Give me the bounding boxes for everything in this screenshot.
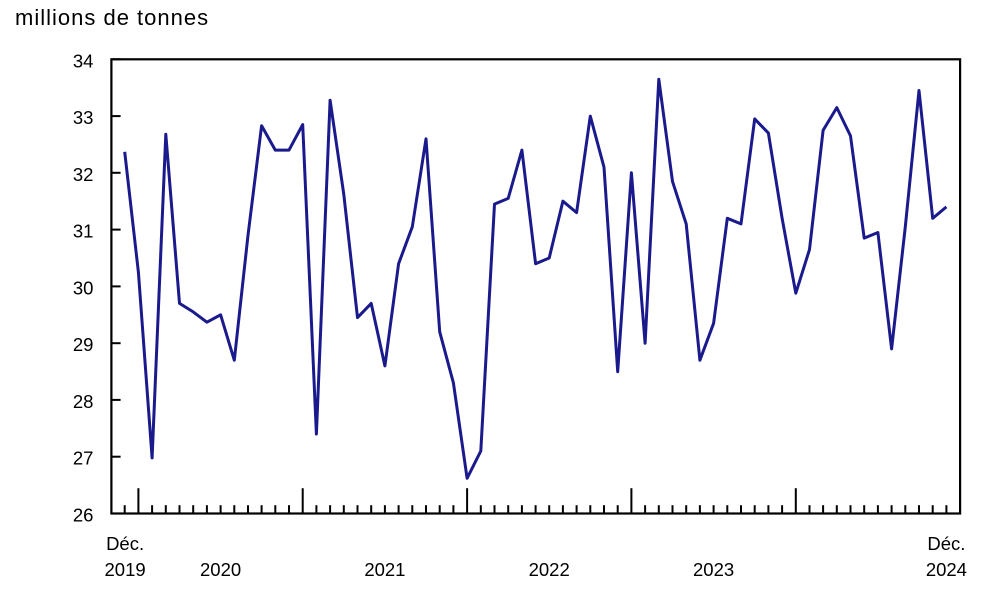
svg-text:34: 34 xyxy=(73,50,94,71)
svg-text:26: 26 xyxy=(73,505,94,526)
svg-text:30: 30 xyxy=(73,277,94,298)
svg-text:32: 32 xyxy=(73,164,94,185)
svg-text:2020: 2020 xyxy=(200,559,241,580)
svg-text:29: 29 xyxy=(73,334,94,355)
svg-text:27: 27 xyxy=(73,448,94,469)
svg-text:2024: 2024 xyxy=(926,559,967,580)
svg-text:2022: 2022 xyxy=(529,559,570,580)
svg-text:Déc.: Déc. xyxy=(927,533,965,554)
svg-text:28: 28 xyxy=(73,391,94,412)
svg-text:2021: 2021 xyxy=(364,559,405,580)
svg-text:2023: 2023 xyxy=(693,559,734,580)
svg-text:millions de tonnes: millions de tonnes xyxy=(15,5,209,30)
svg-text:2019: 2019 xyxy=(105,559,146,580)
svg-text:33: 33 xyxy=(73,107,94,128)
svg-text:31: 31 xyxy=(73,221,94,242)
svg-text:Déc.: Déc. xyxy=(106,533,144,554)
